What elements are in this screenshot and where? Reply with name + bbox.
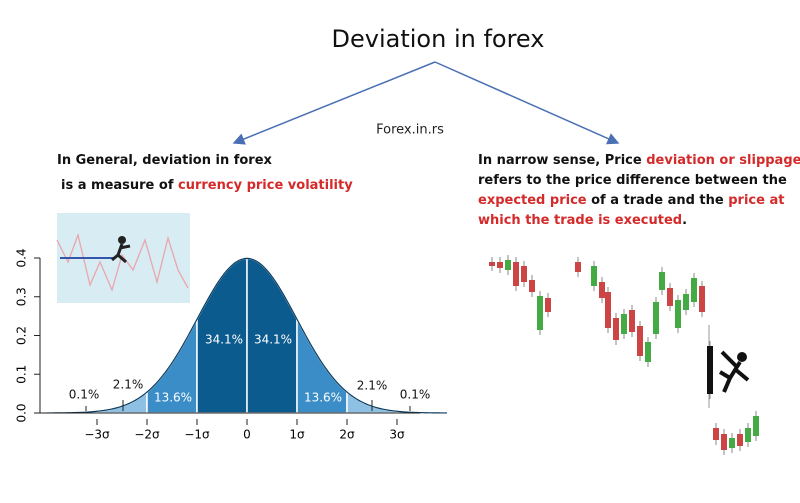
text-line: is a measure of currency price volatilit… bbox=[61, 178, 353, 193]
highlight: which the trade is executed bbox=[478, 213, 682, 228]
x-tick-label: 1σ bbox=[289, 428, 305, 442]
source: Forex.in.rs bbox=[376, 123, 444, 138]
candle-body bbox=[713, 428, 719, 440]
text: is a measure of bbox=[61, 178, 178, 193]
candle-body bbox=[521, 266, 527, 282]
inset-line bbox=[56, 232, 189, 292]
candle-body bbox=[497, 262, 503, 268]
title: Deviation in forex bbox=[332, 25, 545, 53]
y-tick-label: 0.0 bbox=[15, 403, 29, 422]
candle-body bbox=[637, 326, 643, 356]
arrow bbox=[232, 61, 436, 145]
inset-picture bbox=[56, 213, 190, 303]
highlight: deviation or slippage bbox=[646, 153, 800, 168]
candle-body bbox=[729, 438, 735, 448]
share-label: 2.1% bbox=[357, 379, 388, 393]
share-label: 0.1% bbox=[400, 388, 431, 402]
right-text: In narrow sense, Price deviation or slip… bbox=[478, 153, 800, 228]
share-label: 34.1% bbox=[254, 333, 292, 347]
candle-body bbox=[575, 262, 581, 272]
candle-body bbox=[737, 434, 743, 446]
text-line: expected price of a trade and the price … bbox=[478, 193, 784, 208]
left-text: In General, deviation in forex is a measu… bbox=[57, 153, 353, 193]
candle-body bbox=[707, 346, 713, 394]
x-tick-label: 3σ bbox=[389, 428, 405, 442]
candle-body bbox=[629, 310, 635, 332]
y-tick-label: 0.3 bbox=[15, 287, 29, 306]
x-tick-label: −2σ bbox=[134, 428, 160, 442]
candle-body bbox=[683, 294, 689, 310]
x-tick-label: 0 bbox=[243, 428, 251, 442]
candle-body bbox=[721, 434, 727, 450]
icon bbox=[111, 243, 131, 264]
candle-body bbox=[645, 342, 651, 362]
candle-body bbox=[513, 262, 519, 286]
text: In General, deviation in forex bbox=[57, 153, 273, 168]
candle-body bbox=[613, 318, 619, 340]
candle-body bbox=[745, 428, 751, 442]
icon bbox=[718, 350, 750, 393]
share-label: 13.6% bbox=[154, 391, 192, 405]
x-tick-label: −3σ bbox=[84, 428, 110, 442]
highlight: price at bbox=[728, 193, 784, 208]
text-line: which the trade is executed. bbox=[478, 213, 687, 228]
y-tick-label: 0.1 bbox=[15, 365, 29, 384]
candle-body bbox=[537, 296, 543, 330]
share-label: 13.6% bbox=[304, 391, 342, 405]
candle-body bbox=[529, 280, 535, 292]
candle-body bbox=[545, 298, 551, 312]
y-tick-label: 0.2 bbox=[15, 326, 29, 345]
candle-body bbox=[621, 314, 627, 334]
arrow bbox=[434, 61, 620, 145]
curve bbox=[46, 257, 448, 414]
text-line: In General, deviation in forex bbox=[57, 153, 273, 168]
candle-body bbox=[605, 292, 611, 328]
text: refers to the price difference between t… bbox=[478, 173, 787, 188]
candle-body bbox=[667, 288, 673, 306]
candle-body bbox=[599, 282, 605, 298]
text: In narrow sense, Price bbox=[478, 153, 646, 168]
text-line: In narrow sense, Price deviation or slip… bbox=[478, 153, 800, 168]
highlight: expected price bbox=[478, 193, 587, 208]
text: of a trade and the bbox=[587, 193, 729, 208]
candle-body bbox=[659, 272, 665, 290]
share-label: 34.1% bbox=[205, 333, 243, 347]
y-tick-label: 0.4 bbox=[15, 248, 29, 267]
candle-body bbox=[691, 278, 697, 302]
candle-body bbox=[653, 302, 659, 334]
distribution-chart: −3σ −2σ −1σ 0 1σ 2σ 3σ 0.0 0.1 0.2 0.3 0.4 0.1% 2.1% 1… bbox=[15, 248, 448, 442]
candle-body bbox=[753, 416, 759, 436]
share-label: 2.1% bbox=[113, 378, 144, 392]
highlight: currency price volatility bbox=[178, 178, 353, 193]
candle-body bbox=[489, 262, 495, 266]
candlestick-picture bbox=[489, 255, 759, 455]
candle-body bbox=[675, 300, 681, 328]
candle-body bbox=[699, 286, 705, 312]
text-line: refers to the price difference between t… bbox=[478, 173, 787, 188]
text: . bbox=[682, 213, 687, 228]
icon bbox=[118, 236, 126, 244]
candle-body bbox=[591, 266, 597, 286]
share-label: 0.1% bbox=[69, 388, 100, 402]
candle-body bbox=[505, 260, 511, 270]
x-tick-label: −1σ bbox=[184, 428, 210, 442]
x-tick-label: 2σ bbox=[339, 428, 355, 442]
icon bbox=[737, 352, 747, 362]
